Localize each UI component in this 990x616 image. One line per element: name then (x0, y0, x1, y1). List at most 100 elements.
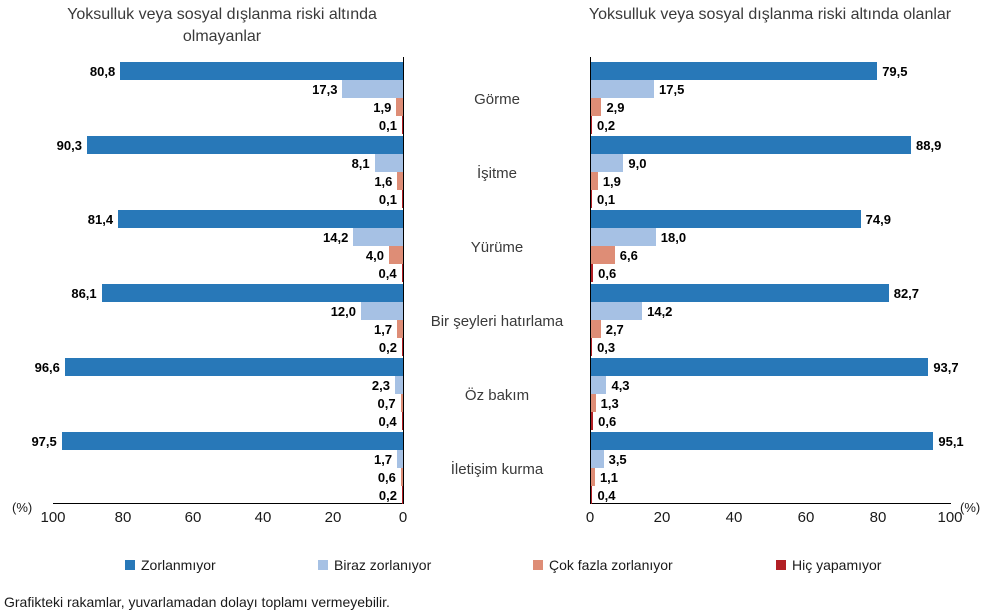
bar-row: 95,1 (591, 432, 964, 450)
value-label: 0,4 (597, 487, 616, 503)
category-label: Öz bakım (464, 386, 530, 404)
category-label: Yürüme (470, 238, 524, 256)
axis-tick-label: 20 (324, 509, 342, 526)
bar-segment (591, 432, 934, 450)
bar-row: 0,2 (53, 486, 403, 504)
value-label: 14,2 (323, 229, 349, 245)
bar-row: 0,1 (53, 190, 403, 208)
bar-row: 81,4 (53, 210, 403, 228)
bar-row: 0,4 (591, 486, 951, 504)
bar-segment (591, 320, 601, 338)
category-label: Görme (474, 90, 520, 108)
bar-segment (342, 80, 403, 98)
bar-segment (591, 302, 643, 320)
bar-segment (591, 394, 596, 412)
value-label: 1,7 (373, 321, 393, 337)
bar-row: 9,0 (591, 154, 951, 172)
value-label: 0,6 (598, 413, 617, 429)
value-label: 0,6 (598, 265, 617, 281)
bar-row: 1,9 (591, 172, 951, 190)
bar-segment (361, 302, 403, 320)
bar-segment (591, 210, 861, 228)
bar-row: 0,6 (591, 264, 951, 282)
value-label: 74,9 (865, 211, 891, 227)
legend-label: Zorlanmıyor (141, 557, 216, 573)
plot-left-panel: 80,8 17,3 1,9 0,1 90,3 8,1 1,6 0,1 81,4 14,2 4,0 0,… (31, 57, 404, 504)
bar-segment (591, 338, 593, 356)
bar-segment (591, 412, 594, 430)
bar-row: 0,1 (591, 190, 951, 208)
legend-item: Zorlanmıyor (125, 557, 216, 573)
bar-row: 0,7 (53, 394, 403, 412)
value-label: 90,3 (56, 137, 82, 153)
bar-row: 1,9 (53, 98, 403, 116)
bar-row: 0,3 (591, 338, 951, 356)
value-label: 97,5 (31, 433, 57, 449)
bar-row: 4,3 (591, 376, 951, 394)
value-label: 0,3 (597, 339, 616, 355)
bar-group: 96,6 2,3 0,7 0,4 (35, 358, 403, 430)
value-label: 95,1 (938, 433, 964, 449)
value-label: 0,4 (378, 413, 397, 429)
bar-segment (591, 376, 607, 394)
bar-row: 0,4 (53, 412, 403, 430)
bar-row: 1,3 (591, 394, 951, 412)
axis-tick-label: 40 (725, 509, 743, 526)
value-label: 0,4 (378, 265, 397, 281)
bar-segment (591, 62, 878, 80)
category-label: İletişim kurma (450, 460, 544, 478)
bar-segment (591, 228, 656, 246)
bar-segment (591, 486, 593, 504)
bar-row: 8,1 (53, 154, 403, 172)
value-label: 17,5 (659, 81, 685, 97)
legend-item: Biraz zorlanıyor (318, 557, 431, 573)
bar-row: 4,0 (53, 246, 403, 264)
value-label: 93,7 (933, 359, 959, 375)
category-labels: Görme İşitme Yürüme Bir şeyleri hatırlama Öz… (404, 57, 590, 506)
bar-row: 86,1 (53, 284, 403, 302)
panel-title-left: Yoksulluk veya sosyal dışlanma riski alt… (67, 6, 377, 46)
value-label: 80,8 (89, 63, 116, 79)
bar-row: 17,3 (53, 80, 403, 98)
bar-row: 1,6 (53, 172, 403, 190)
bar-segment (400, 468, 403, 486)
bar-row: 0,6 (53, 468, 403, 486)
bar-group: 79,5 17,5 2,9 0,2 (591, 62, 951, 134)
bar-row: 17,5 (591, 80, 951, 98)
bar-row: 2,3 (53, 376, 403, 394)
value-label: 86,1 (71, 285, 97, 301)
value-label: 1,7 (373, 451, 393, 467)
value-label: 17,3 (312, 81, 338, 97)
bar-segment (402, 486, 403, 504)
bar-row: 79,5 (591, 62, 951, 80)
bar-segment (401, 264, 403, 282)
bar-segment (591, 172, 598, 190)
value-label: 79,5 (882, 63, 908, 79)
bar-row: 0,2 (591, 116, 951, 134)
bar-segment (402, 190, 403, 208)
bar-segment (591, 190, 592, 208)
bar-segment (353, 228, 403, 246)
bar-group: 88,9 9,0 1,9 0,1 (591, 136, 951, 208)
axis-tick-label: 20 (653, 509, 671, 526)
value-label: 8,1 (351, 155, 370, 171)
legend-label: Hiç yapamıyor (792, 557, 882, 573)
bar-segment (118, 210, 403, 228)
bar-row: 2,7 (591, 320, 951, 338)
bar-row: 2,9 (591, 98, 951, 116)
bar-segment (591, 358, 929, 376)
bar-row: 97,5 (31, 432, 403, 450)
value-label: 1,6 (374, 173, 393, 189)
bar-segment (389, 246, 403, 264)
legend-swatch-icon (533, 560, 543, 570)
bar-segment (591, 154, 624, 172)
bar-segment (591, 136, 912, 154)
value-label: 18,0 (660, 229, 687, 245)
axis-unit-left: (%) (12, 500, 33, 515)
legend-label: Çok fazla zorlanıyor (549, 557, 673, 573)
bar-segment (591, 246, 615, 264)
value-label: 1,9 (602, 173, 621, 189)
axis-tick-label: 60 (184, 509, 202, 526)
value-label: 14,2 (647, 303, 673, 319)
